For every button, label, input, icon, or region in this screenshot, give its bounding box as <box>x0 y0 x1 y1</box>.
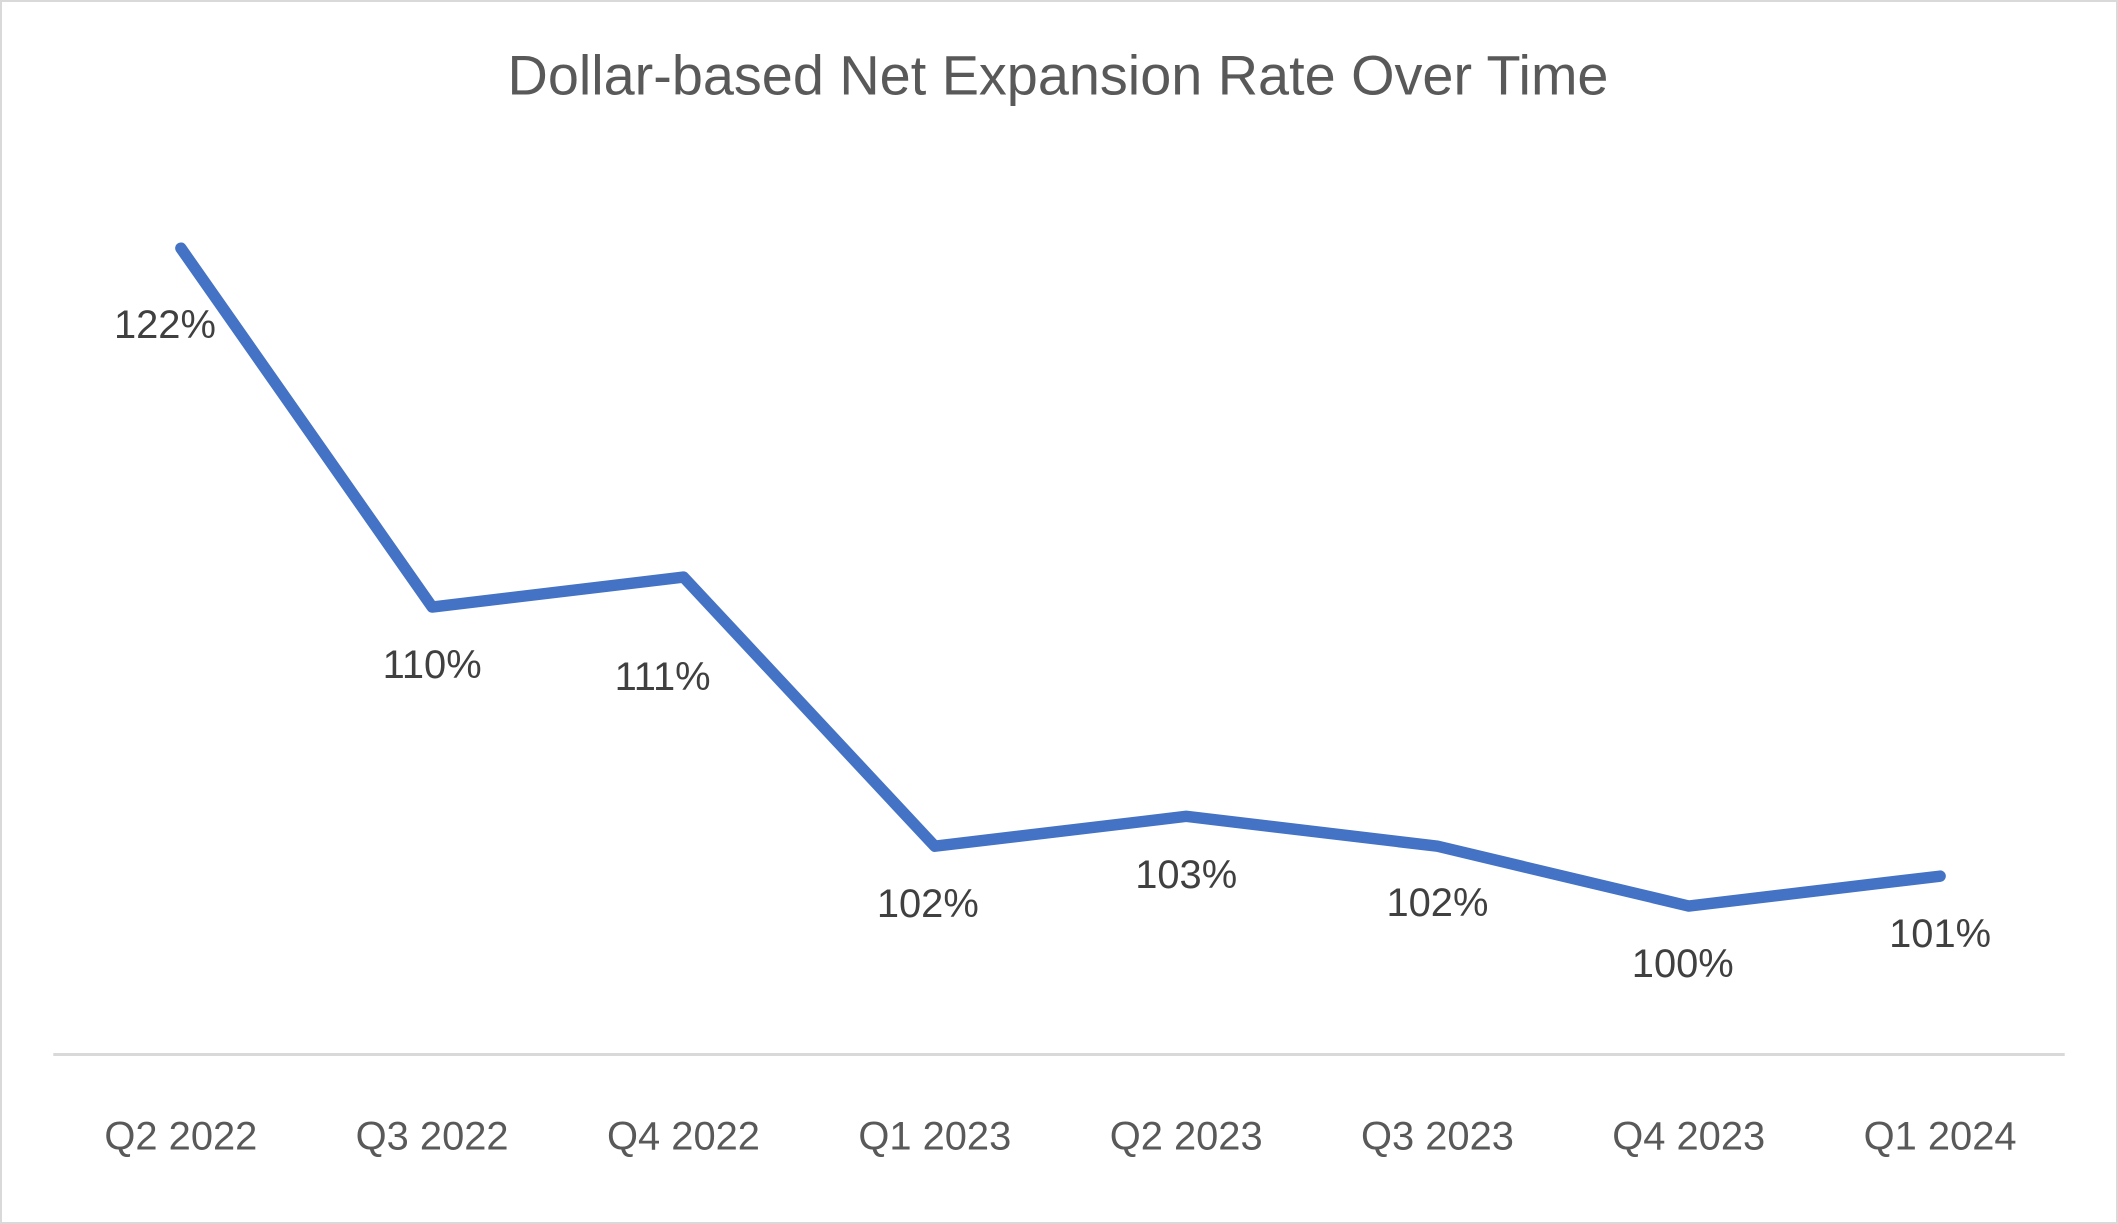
x-axis-label: Q1 2023 <box>858 1114 1011 1158</box>
x-axis-label: Q4 2022 <box>607 1114 760 1158</box>
line-series <box>175 242 1946 912</box>
x-axis-label: Q3 2022 <box>356 1114 509 1158</box>
x-axis-labels-group: Q2 2022 Q3 2022 Q4 2022 Q1 2023 Q2 2023 Q3 20… <box>104 1114 2016 1158</box>
data-label: 102% <box>877 882 979 926</box>
x-axis-label: Q1 2024 <box>1864 1114 2017 1158</box>
x-axis-label: Q2 2023 <box>1110 1114 1263 1158</box>
data-label: 102% <box>1386 881 1488 925</box>
data-label: 101% <box>1889 912 1991 956</box>
data-label: 103% <box>1135 853 1237 897</box>
data-labels-group: 122% 110% 111% 102% 103% 102% 100% 101% <box>114 303 1991 986</box>
x-axis-label: Q2 2022 <box>104 1114 257 1158</box>
x-axis-label: Q4 2023 <box>1612 1114 1765 1158</box>
data-label: 111% <box>615 655 711 699</box>
data-label: 122% <box>114 303 216 347</box>
x-axis-label: Q3 2023 <box>1361 1114 1514 1158</box>
chart-title: Dollar-based Net Expansion Rate Over Tim… <box>508 43 1609 106</box>
data-label: 110% <box>383 643 482 687</box>
data-label: 100% <box>1632 942 1734 986</box>
